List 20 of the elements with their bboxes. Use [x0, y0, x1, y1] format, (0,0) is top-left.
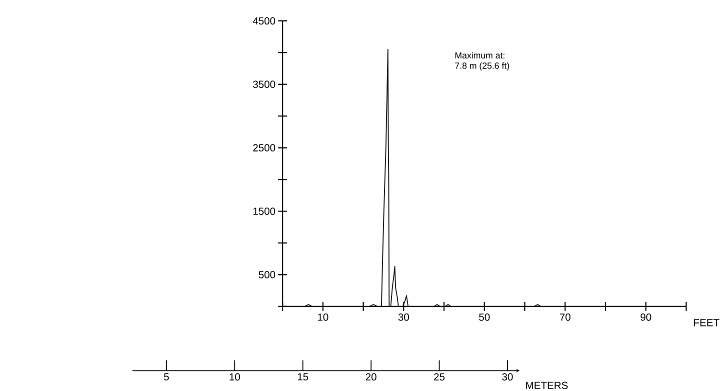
annotation: Maximum at: — [455, 52, 504, 58]
x-tick-label: 10 — [318, 313, 328, 321]
y-tick-label: 4500 — [252, 16, 276, 24]
y-tick-label: 3500 — [253, 80, 276, 88]
x-tick-label: 90 — [640, 313, 652, 321]
x-axis-title: FEET — [694, 318, 720, 326]
x-tick-label: 70 — [560, 313, 570, 321]
x2-tick-label: 25 — [434, 372, 445, 380]
x-tick-label: 50 — [479, 313, 490, 321]
x2-tick-label: 10 — [230, 372, 240, 380]
y-tick-label: 2500 — [253, 144, 276, 152]
x2-tick-label: 20 — [366, 372, 376, 380]
x2-tick-label: 30 — [502, 372, 513, 380]
x2-tick-label: 5 — [164, 372, 169, 380]
x-tick-label: 30 — [398, 313, 409, 321]
x2-tick-label: 15 — [298, 372, 308, 380]
x2-axis-title: METERS — [526, 382, 568, 389]
y-tick-label: 500 — [258, 270, 276, 278]
annotation: 7.8 m (25.6 ft) — [455, 62, 510, 70]
y-tick-label: 1500 — [253, 207, 276, 215]
